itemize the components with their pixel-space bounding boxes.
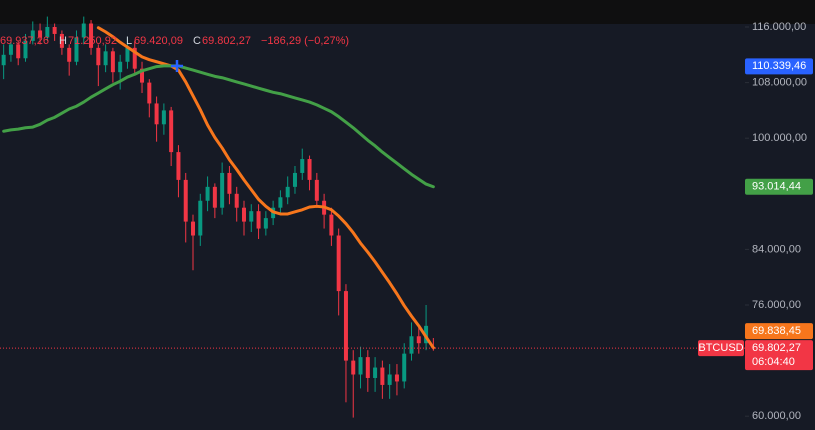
- symbol-box: [698, 340, 744, 357]
- moving-average-line: [2, 64, 435, 189]
- price-label: 110.339,46: [752, 60, 806, 72]
- legend-low: 69.420,09: [134, 35, 183, 47]
- symbol-label: BTCUSD: [698, 342, 743, 354]
- candle-body: [241, 207, 246, 222]
- moving-average-line: [96, 26, 435, 350]
- candle-body: [30, 30, 35, 41]
- candle-body: [176, 152, 181, 180]
- candle-body: [38, 30, 43, 38]
- candle-body: [8, 44, 13, 55]
- candle-body: [351, 360, 356, 375]
- legend-open: 69.937,26: [0, 35, 49, 47]
- candle-body: [394, 374, 399, 382]
- candle-body: [365, 357, 370, 378]
- candle-body: [110, 51, 115, 73]
- candle-body: [23, 40, 28, 59]
- y-tick-label: 108.000,00: [752, 77, 807, 89]
- y-tick-label: 76.000,00: [752, 299, 801, 311]
- price-label: 93.014,44: [752, 181, 801, 193]
- candle-body: [16, 44, 21, 59]
- legend-close: 69.802,27: [202, 35, 251, 47]
- plot-area: [0, 16, 745, 418]
- candle-body: [1, 54, 6, 66]
- candle-body: [169, 110, 174, 153]
- legend-high: 71.250,92: [68, 35, 117, 47]
- candle-body: [220, 172, 225, 208]
- price-axis: 116.000,00 108.000,00 100.000,00 84.000,00 7…: [745, 21, 807, 422]
- candle-body: [161, 110, 166, 125]
- candle-body: [358, 357, 363, 375]
- candle-body: [402, 353, 407, 382]
- candle-body: [249, 211, 254, 222]
- candle-body: [103, 51, 108, 66]
- candle-body: [314, 179, 319, 201]
- candle-body: [183, 179, 188, 222]
- legend-close-key: C: [193, 35, 201, 47]
- candle-body: [59, 33, 64, 48]
- legend-low-key: L: [126, 35, 132, 47]
- candle-body: [278, 197, 283, 208]
- price-label-box: [745, 178, 813, 195]
- candle-body: [416, 336, 421, 344]
- candle-body: [329, 214, 334, 236]
- candle-body: [198, 200, 203, 236]
- price-label-box: [745, 323, 813, 340]
- countdown: 06:04:40: [752, 356, 795, 368]
- y-tick-label: 116.000,00: [752, 21, 806, 33]
- toolbar-strip: [0, 0, 815, 24]
- y-tick-label: 100.000,00: [752, 132, 807, 144]
- candle-body: [67, 47, 72, 62]
- candle-body: [292, 172, 297, 187]
- candle-body: [154, 103, 159, 125]
- candle-body: [380, 367, 385, 385]
- candle-body: [81, 23, 86, 38]
- candle-body: [227, 172, 232, 194]
- candle-body: [300, 159, 305, 173]
- price-label: 69.802,27: [752, 342, 801, 354]
- candle-body: [52, 27, 57, 34]
- candle-body: [387, 374, 392, 385]
- candle-body: [205, 186, 210, 201]
- legend-high-key: H: [59, 35, 67, 47]
- candle-body: [263, 218, 268, 229]
- candle-body: [147, 82, 152, 104]
- candle-body: [118, 61, 123, 73]
- price-label: 69.838,45: [752, 325, 801, 337]
- candle-body: [307, 159, 312, 180]
- candle-body: [373, 367, 378, 378]
- y-tick-label: 84.000,00: [752, 243, 801, 255]
- candle-body: [336, 235, 341, 292]
- ohlc-legend: 69.937,26 H 71.250,92 L 69.420,09 C 69.8…: [0, 35, 349, 47]
- candle-body: [191, 221, 196, 236]
- candle-body: [74, 37, 79, 62]
- y-tick-label: 60.000,00: [752, 410, 801, 422]
- candle-body: [234, 193, 239, 208]
- candle-body: [132, 47, 137, 69]
- legend-change: −186,29 (−0,27%): [261, 35, 349, 47]
- price-labels: 110.339,46 93.014,44 69.838,45 69.802,27 06:…: [698, 58, 813, 371]
- candle-body: [343, 291, 348, 361]
- candle-body: [125, 47, 130, 62]
- candle-body: [409, 336, 414, 354]
- candle-body: [256, 211, 261, 229]
- price-label-box: [745, 58, 813, 75]
- candle-body: [89, 23, 94, 48]
- candle-body: [96, 47, 101, 66]
- crosshair-point: [171, 60, 183, 72]
- candle-body: [285, 186, 290, 198]
- candle-body: [212, 186, 217, 208]
- candle-body: [45, 27, 50, 38]
- price-label-box: [745, 340, 813, 371]
- candle-body: [140, 68, 145, 83]
